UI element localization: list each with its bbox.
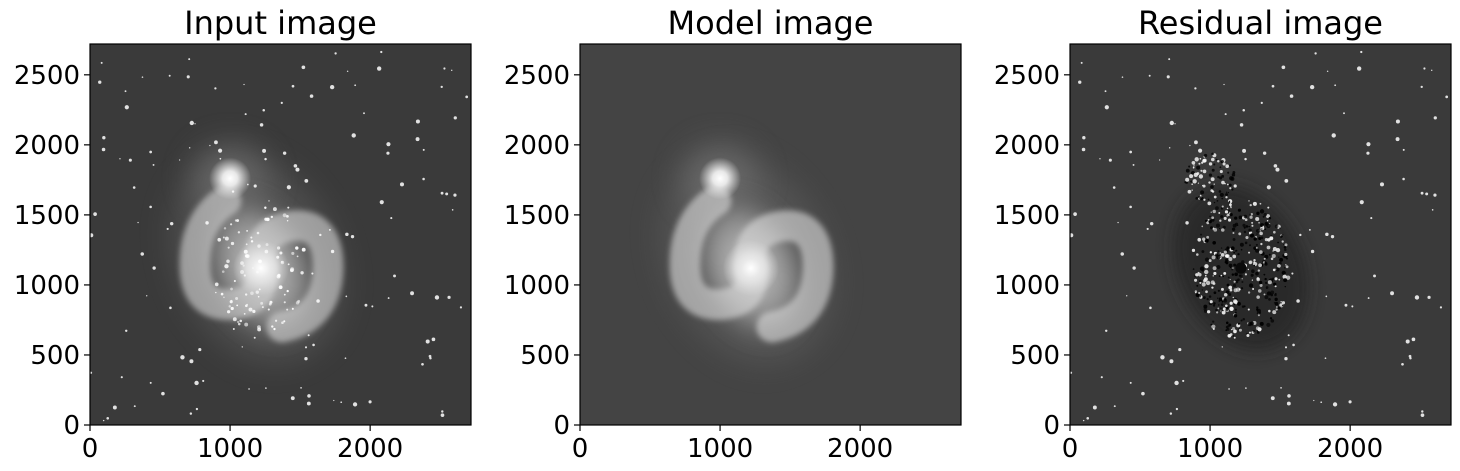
x-tick-label: 1000 xyxy=(1177,434,1243,464)
panel-residual: Residual image 0 500 1000 1500 2000 2500 0 1000 2… xyxy=(994,4,1452,464)
axes-frame xyxy=(579,43,962,426)
y-tick-label: 2000 xyxy=(994,131,1060,161)
input-image-area xyxy=(90,44,471,425)
x-tick-label: 1000 xyxy=(197,434,263,464)
panel-model: Model image 0 500 1000 1500 2000 2500 0 1000 2000 xyxy=(504,4,962,464)
x-tick-label: 2000 xyxy=(1317,434,1383,464)
y-tick-label: 1000 xyxy=(14,271,80,301)
y-tick-label: 1500 xyxy=(504,201,570,231)
panel-title: Residual image xyxy=(1138,4,1383,42)
y-tick-label: 0 xyxy=(63,411,80,441)
galaxy xyxy=(662,144,834,362)
y-tick-label: 1000 xyxy=(994,271,1060,301)
y-tick-label: 2500 xyxy=(994,61,1060,91)
panel-title: Model image xyxy=(668,4,874,42)
field-stars xyxy=(1070,50,1449,422)
residual-image-area xyxy=(1070,44,1451,425)
y-tick-label: 2500 xyxy=(14,61,80,91)
x-tick-label: 0 xyxy=(82,434,99,464)
x-tick-label: 0 xyxy=(572,434,589,464)
galaxy xyxy=(172,144,344,362)
panel-title: Input image xyxy=(184,4,377,42)
y-tick-label: 1500 xyxy=(994,201,1060,231)
y-tick-label: 1500 xyxy=(14,201,80,231)
x-tick-label: 2000 xyxy=(337,434,403,464)
y-tick-label: 500 xyxy=(1010,341,1060,371)
field-stars xyxy=(90,50,469,422)
x-tick-label: 1000 xyxy=(687,434,753,464)
x-tick-label: 2000 xyxy=(827,434,893,464)
y-tick-label: 500 xyxy=(30,341,80,371)
axes-frame xyxy=(1069,43,1452,426)
y-tick-label: 1000 xyxy=(504,271,570,301)
axes-frame xyxy=(89,43,472,426)
x-tick-label: 0 xyxy=(1062,434,1079,464)
y-tick-label: 0 xyxy=(1043,411,1060,441)
y-tick-label: 2000 xyxy=(14,131,80,161)
y-tick-label: 2500 xyxy=(504,61,570,91)
panel-input: Input image 0 500 1000 1500 2000 2500 0 1000 2000 xyxy=(14,4,472,464)
y-tick-label: 2000 xyxy=(504,131,570,161)
model-image-area xyxy=(580,44,961,425)
y-tick-label: 500 xyxy=(520,341,570,371)
galaxy xyxy=(1172,152,1309,352)
y-tick-label: 0 xyxy=(553,411,570,441)
